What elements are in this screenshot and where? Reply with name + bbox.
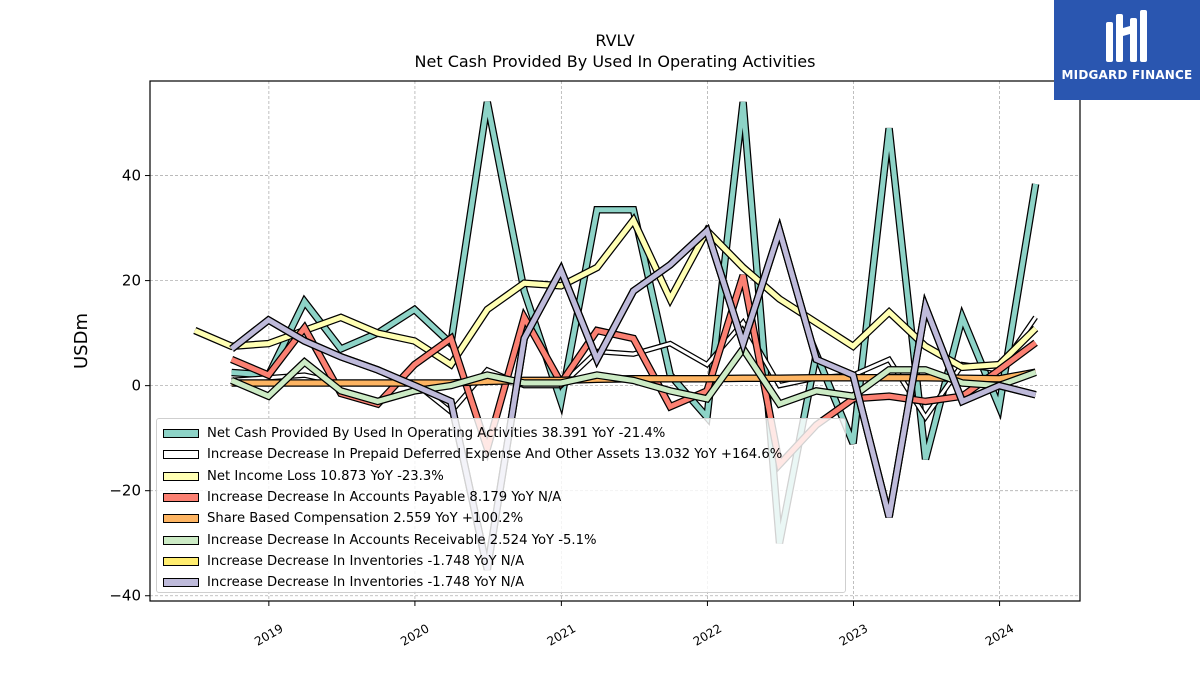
- legend-label: Increase Decrease In Accounts Receivable…: [207, 532, 597, 548]
- series-lines: [193, 101, 1040, 571]
- legend-label: Increase Decrease In Inventories -1.748 …: [207, 575, 525, 591]
- legend-label: Share Based Compensation 2.559 YoY +100.…: [207, 511, 524, 527]
- y-tick-label: −20: [109, 482, 141, 500]
- series-line-7: [229, 217, 1037, 571]
- series-line-5: [230, 342, 1037, 409]
- legend: Net Cash Provided By Used In Operating A…: [156, 418, 846, 593]
- legend-item: Net Income Loss 10.873 YoY -23.3%: [157, 466, 845, 487]
- legend-item: Share Based Compensation 2.559 YoY +100.…: [157, 508, 845, 529]
- y-tick-label: 20: [122, 272, 141, 290]
- legend-swatch: [163, 429, 199, 439]
- series-line-0: [231, 101, 1040, 544]
- series-stroke: [193, 215, 1038, 370]
- legend-swatch: [163, 556, 199, 566]
- chart-subtitle: Net Cash Provided By Used In Operating A…: [414, 52, 816, 71]
- x-tick-label: 2022: [691, 621, 724, 648]
- legend-label: Increase Decrease In Inventories -1.748 …: [207, 553, 525, 569]
- y-tick-label: −40: [109, 587, 141, 605]
- logo-text: MIDGARD FINANCE: [1061, 68, 1193, 82]
- series-stroke: [230, 344, 1037, 408]
- x-tick-label: 2023: [837, 621, 870, 648]
- x-tick-label: 2019: [252, 621, 285, 648]
- legend-label: Increase Decrease In Prepaid Deferred Ex…: [207, 447, 783, 463]
- midgard-logo-icon: [1106, 10, 1147, 62]
- series-stroke: [230, 222, 1037, 571]
- legend-label: Net Income Loss 10.873 YoY -23.3%: [207, 468, 444, 484]
- legend-swatch: [163, 578, 199, 588]
- chart-title: RVLV: [595, 31, 635, 50]
- series-stroke: [231, 101, 1039, 544]
- y-tick-label: 0: [131, 377, 141, 395]
- legend-swatch: [163, 450, 199, 460]
- legend-item: Increase Decrease In Prepaid Deferred Ex…: [157, 444, 845, 465]
- x-tick-label: 2024: [983, 621, 1016, 648]
- legend-item: Net Cash Provided By Used In Operating A…: [157, 423, 845, 444]
- legend-label: Net Cash Provided By Used In Operating A…: [207, 426, 666, 442]
- y-axis-label: USDm: [71, 313, 92, 369]
- midgard-finance-logo: MIDGARD FINANCE: [1054, 0, 1200, 100]
- x-tick-label: 2020: [398, 621, 431, 648]
- plot-frame: [149, 80, 1081, 602]
- legend-label: Increase Decrease In Accounts Payable 8.…: [207, 490, 562, 506]
- legend-item: Increase Decrease In Inventories -1.748 …: [157, 572, 845, 593]
- legend-swatch: [163, 493, 199, 503]
- legend-item: Increase Decrease In Accounts Payable 8.…: [157, 487, 845, 508]
- legend-item: Increase Decrease In Inventories -1.748 …: [157, 551, 845, 572]
- x-tick-label: 2021: [545, 621, 578, 648]
- y-tick-label: 40: [122, 167, 141, 185]
- legend-item: Increase Decrease In Accounts Receivable…: [157, 529, 845, 550]
- legend-swatch: [163, 514, 199, 524]
- series-line-2: [193, 213, 1039, 372]
- legend-swatch: [163, 471, 199, 481]
- legend-swatch: [163, 535, 199, 545]
